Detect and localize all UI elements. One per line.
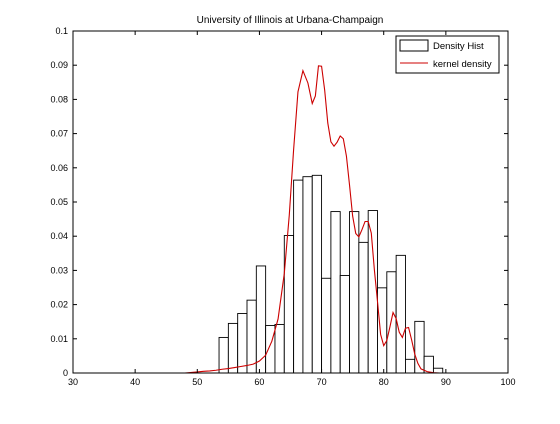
- chart-title: University of Illinois at Urbana-Champai…: [197, 15, 384, 26]
- y-tick-label: 0.05: [50, 197, 68, 207]
- histogram-bar: [395, 254, 406, 374]
- histogram-bar: [339, 275, 350, 374]
- histogram-bar: [274, 323, 285, 374]
- y-tick-label: 0.06: [50, 163, 68, 173]
- x-tick-label: 90: [441, 377, 451, 387]
- histogram-bar: [218, 336, 229, 374]
- x-tick-label: 70: [317, 377, 327, 387]
- x-tick-label: 100: [500, 377, 515, 387]
- legend-label-density-hist: Density Hist: [433, 41, 484, 52]
- x-tick-label: 40: [130, 377, 140, 387]
- histogram-bar: [358, 241, 369, 374]
- y-tick-label: 0.01: [50, 334, 68, 344]
- axes: 30 40 50 60 70 80 90 100 0 0.01 0.02 0.03 0.04 0.05 0.…: [50, 26, 515, 387]
- histogram-bar: [386, 271, 397, 374]
- histogram-bar: [265, 325, 276, 374]
- x-tick-label: 50: [192, 377, 202, 387]
- y-tick-label: 0.07: [50, 129, 68, 139]
- y-tick-label: 0.04: [50, 231, 68, 241]
- histogram-bar: [311, 174, 323, 374]
- y-tick-label: 0.03: [50, 265, 68, 275]
- kernel-density-line: [122, 65, 484, 374]
- kernel-density-series: [122, 65, 484, 374]
- legend-label-kernel-density: kernel density: [433, 59, 492, 70]
- x-tick-label: 80: [379, 377, 389, 387]
- histogram-bar: [377, 287, 388, 374]
- histogram-bar: [330, 211, 341, 374]
- x-tick-label: 60: [254, 377, 264, 387]
- legend: Density Hist kernel density: [395, 35, 500, 74]
- histogram-bar: [405, 358, 416, 374]
- y-tick-label: 0: [63, 368, 68, 378]
- histogram-bars: [218, 174, 444, 374]
- histogram-bar: [293, 179, 304, 374]
- y-tick-label: 0.09: [50, 60, 68, 70]
- histogram-bar: [302, 176, 313, 374]
- histogram-bar: [237, 313, 248, 374]
- y-tick-label: 0.08: [50, 94, 68, 104]
- histogram-bar: [227, 322, 239, 374]
- histogram-bar: [246, 299, 257, 374]
- x-tick-label: 30: [68, 377, 78, 387]
- y-tick-label: 0.02: [50, 300, 68, 310]
- histogram-bar: [321, 277, 332, 374]
- y-tick-label: 0.1: [55, 26, 68, 36]
- legend-swatch-density-hist: [399, 39, 429, 52]
